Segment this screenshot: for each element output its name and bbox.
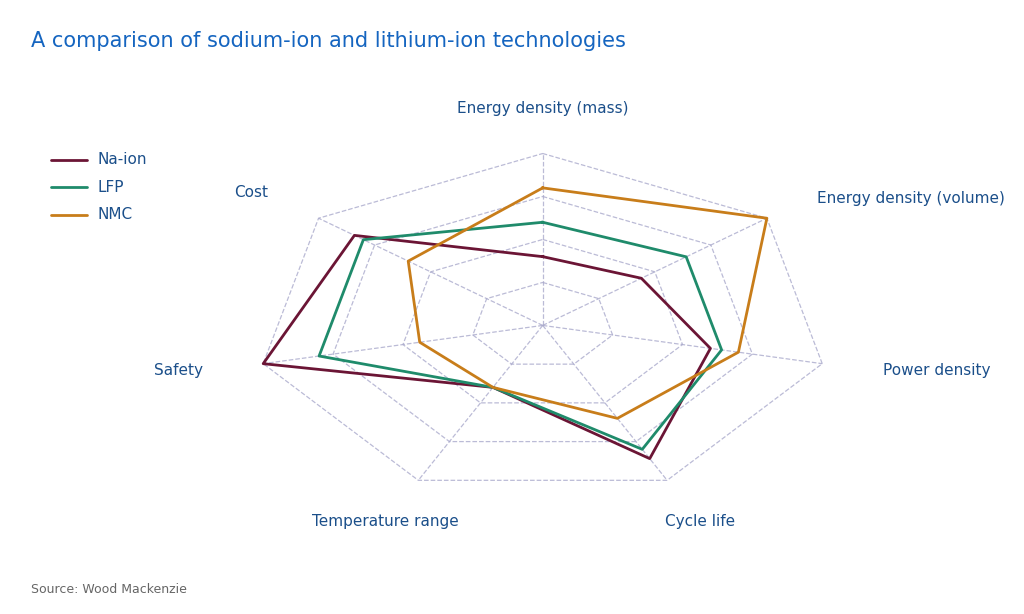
- Text: LFP: LFP: [97, 180, 124, 195]
- Text: Cycle life: Cycle life: [665, 515, 735, 529]
- Text: Temperature range: Temperature range: [312, 515, 459, 529]
- Text: Energy density (volume): Energy density (volume): [817, 192, 1006, 206]
- Text: Power density: Power density: [883, 363, 990, 378]
- Text: A comparison of sodium-ion and lithium-ion technologies: A comparison of sodium-ion and lithium-i…: [31, 31, 626, 51]
- Text: Source: Wood Mackenzie: Source: Wood Mackenzie: [31, 583, 186, 596]
- Text: Energy density (mass): Energy density (mass): [457, 101, 629, 117]
- Text: Cost: Cost: [233, 185, 268, 200]
- Text: Na-ion: Na-ion: [97, 152, 146, 167]
- Text: NMC: NMC: [97, 208, 132, 222]
- Text: Safety: Safety: [154, 363, 203, 378]
